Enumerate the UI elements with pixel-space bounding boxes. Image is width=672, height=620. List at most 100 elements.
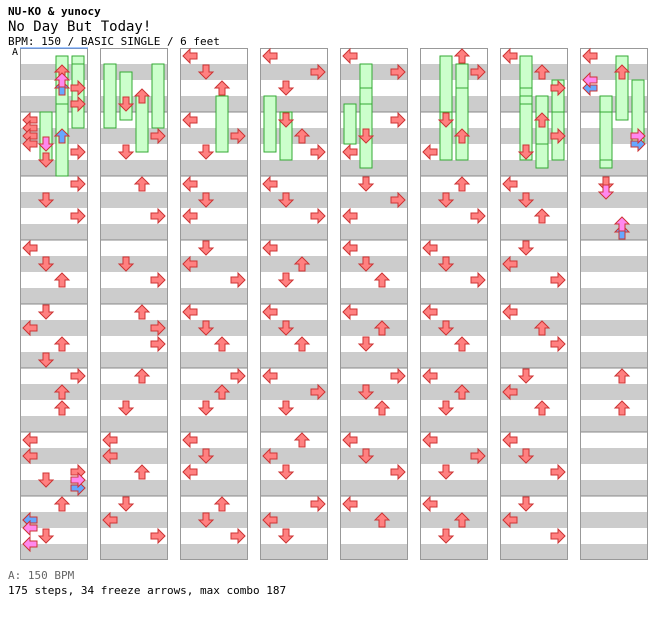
step-arrow-up [133,304,151,320]
step-arrow-left [342,207,358,225]
step-arrow-right [70,143,86,161]
step-arrow-down [517,144,535,160]
step-arrow-left [422,495,438,513]
step-arrow-right [310,63,326,81]
step-arrow-down [197,144,215,160]
step-arrow-up [133,368,151,384]
step-arrow-right [150,527,166,545]
step-arrow-right [150,127,166,145]
step-arrow-left [342,431,358,449]
step-arrow-left [262,239,278,257]
freeze-arrow [599,111,613,161]
step-arrow-right [550,271,566,289]
chart-column-6 [420,48,488,560]
artist-name: NU-KO & yunocy [8,5,101,18]
step-arrow-down [357,448,375,464]
song-title: No Day But Today! [8,19,152,35]
step-arrow-down [37,256,55,272]
step-arrow-down [117,96,135,112]
step-arrow-down [117,496,135,512]
step-arrow-left [22,431,38,449]
step-arrow-left [342,303,358,321]
step-arrow-left [262,511,278,529]
step-arrow-left [262,303,278,321]
step-arrow-up [533,208,551,224]
step-arrow-down [277,464,295,480]
step-arrow-down [517,240,535,256]
step-arrow-left [182,303,198,321]
step-arrow-right [470,447,486,465]
bpm-legend: A: 150 BPM [8,569,75,582]
step-arrow-right [150,207,166,225]
step-arrow-down [117,256,135,272]
step-arrow-down [437,320,455,336]
step-arrow-up [213,80,231,96]
step-arrow-up [453,384,471,400]
step-arrow-up [293,256,311,272]
bpm-marker: A [12,47,19,58]
step-arrow-right [470,207,486,225]
chart-column-8 [580,48,648,560]
step-arrow-down [117,144,135,160]
step-arrow-16th-right [70,471,86,489]
step-arrow-right [390,63,406,81]
step-arrow-right [390,367,406,385]
step-arrow-up [613,64,631,80]
step-arrow-left [102,431,118,449]
step-arrow-down [37,352,55,368]
step-arrow-16th-down [37,136,55,152]
step-arrow-right [70,175,86,193]
step-arrow-down [37,192,55,208]
step-arrow-right [310,207,326,225]
step-arrow-down [37,304,55,320]
step-arrow-down [277,400,295,416]
freeze-arrow [151,63,165,129]
step-arrow-left [22,239,38,257]
step-arrow-down [117,400,135,416]
chart-info: BPM: 150 / BASIC SINGLE / 6 feet [8,35,220,48]
step-arrow-left [342,47,358,65]
step-arrow-right [550,79,566,97]
step-arrow-left [342,495,358,513]
step-arrow-right [230,367,246,385]
step-arrow-up [613,400,631,416]
step-arrow-right [390,191,406,209]
step-arrow-down [437,256,455,272]
step-arrow-down [277,272,295,288]
freeze-arrow [103,63,117,129]
step-arrow-left [342,143,358,161]
step-arrow-down [437,464,455,480]
step-arrow-right [470,271,486,289]
step-arrow-up [453,128,471,144]
step-arrow-up [533,400,551,416]
step-arrow-up [213,384,231,400]
step-arrow-left [182,111,198,129]
step-arrow-left [182,47,198,65]
step-arrow-right [230,127,246,145]
step-arrow-right [390,463,406,481]
step-arrow-16th-left [22,535,38,553]
step-arrow-right [150,319,166,337]
step-arrow-left [182,175,198,193]
step-arrow-down [197,320,215,336]
step-arrow-left [342,239,358,257]
freeze-arrow [135,95,149,153]
step-arrow-up [453,176,471,192]
step-arrow-down [437,528,455,544]
step-arrow-up [453,512,471,528]
step-arrow-up [293,128,311,144]
step-arrow-left [262,447,278,465]
step-arrow-up [533,64,551,80]
step-arrow-right [550,127,566,145]
step-arrow-right [70,79,86,97]
chart-column-3 [180,48,248,560]
step-arrow-up [53,272,71,288]
step-arrow-down [197,400,215,416]
step-arrow-left [262,47,278,65]
step-arrow-left [422,143,438,161]
step-arrow-down [357,128,375,144]
freeze-arrow [343,103,357,145]
step-arrow-left [22,447,38,465]
step-arrow-down [357,336,375,352]
step-arrow-down [357,176,375,192]
